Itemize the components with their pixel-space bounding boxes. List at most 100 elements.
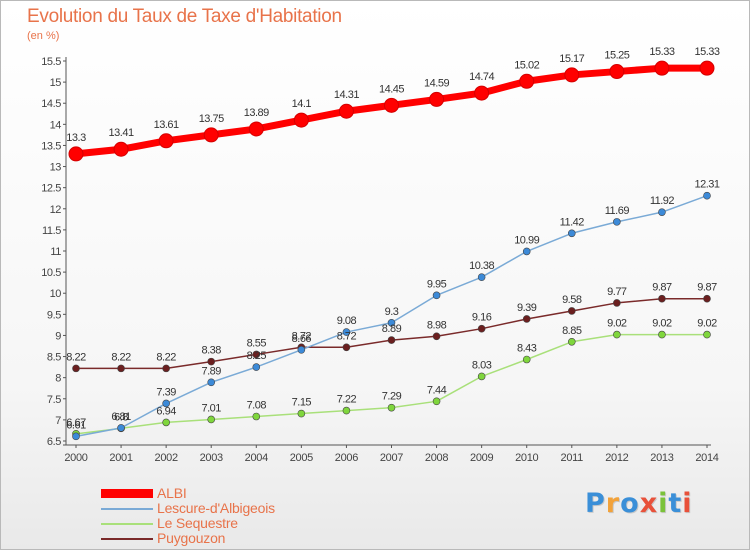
data-point-1 [567, 229, 576, 238]
data-point-0 [609, 64, 625, 80]
data-point-3 [613, 299, 621, 307]
series-line-2 [75, 333, 708, 435]
y-tick-label: 7 [55, 415, 61, 427]
data-label: 9.08 [337, 315, 357, 327]
data-label: 8.72 [337, 330, 357, 342]
y-tick-label: 10 [50, 288, 62, 300]
data-label: 7.29 [382, 391, 402, 403]
y-axis-unit-label: (en %) [27, 30, 60, 42]
data-point-3 [477, 324, 486, 333]
data-label: 9.58 [562, 294, 582, 306]
legend-swatch-lescure [101, 508, 153, 510]
data-label: 14.74 [469, 71, 494, 83]
data-point-1 [252, 363, 261, 371]
data-label: 13.75 [199, 113, 224, 125]
y-tick-label: 13 [50, 162, 62, 174]
data-label: 8.38 [202, 345, 222, 357]
data-point-3 [432, 332, 441, 341]
legend-swatch-puygouzon [101, 538, 153, 540]
data-point-3 [387, 336, 396, 344]
data-point-2 [522, 355, 531, 364]
data-label: 8.25 [247, 350, 267, 362]
data-label: 9.87 [652, 282, 672, 294]
data-label: 7.08 [247, 400, 267, 412]
y-tick-label: 10.5 [41, 267, 61, 279]
data-label: 9.95 [427, 278, 447, 290]
data-label: 6.94 [156, 405, 176, 417]
x-tick-label: 2010 [515, 452, 538, 464]
data-point-1 [387, 318, 396, 327]
data-point-3 [703, 294, 711, 303]
data-point-3 [162, 364, 170, 373]
legend-label-albi: ALBI [157, 485, 187, 501]
data-label: 7.01 [202, 402, 222, 414]
data-label: 7.15 [292, 397, 312, 409]
data-point-1 [613, 218, 621, 226]
data-point-0 [338, 103, 354, 119]
data-point-2 [658, 330, 666, 339]
data-label: 7.39 [156, 386, 176, 398]
data-point-0 [564, 67, 580, 83]
y-tick-label: 12 [50, 204, 62, 216]
data-label: 11.92 [650, 195, 675, 207]
data-point-2 [477, 372, 486, 381]
data-label: 8.22 [111, 351, 131, 363]
data-label: 9.3 [385, 306, 399, 318]
data-point-1 [522, 247, 531, 256]
data-label: 13.89 [244, 107, 269, 119]
x-tick-label: 2012 [605, 452, 628, 464]
data-label: 7.22 [337, 394, 357, 406]
data-point-3 [567, 307, 576, 315]
legend-label-lescure: Lescure-d'Albigeois [157, 500, 275, 516]
legend-label-le-sequestre: Le Sequestre [157, 515, 238, 531]
data-label: 14.1 [292, 98, 312, 110]
data-label: 7.89 [202, 365, 222, 377]
data-point-1 [117, 424, 125, 432]
data-point-0 [113, 141, 129, 157]
data-label: 9.77 [607, 286, 627, 298]
data-label: 12.31 [694, 179, 719, 191]
data-label: 8.89 [382, 323, 402, 335]
data-label: 10.38 [469, 260, 494, 272]
data-point-3 [72, 364, 80, 373]
y-tick-label: 13.5 [41, 140, 61, 152]
data-label: 9.39 [517, 302, 537, 314]
data-point-0 [158, 133, 174, 149]
data-label: 11.69 [605, 205, 630, 217]
data-label: 8.43 [517, 343, 537, 355]
data-point-1 [297, 345, 306, 354]
data-label: 15.33 [649, 46, 674, 58]
proxiti-logo: Proxiti [585, 488, 693, 519]
data-point-0 [519, 73, 535, 89]
data-label: 15.17 [559, 53, 584, 65]
data-point-2 [567, 337, 576, 346]
data-label: 13.3 [66, 132, 86, 144]
data-point-0 [474, 85, 490, 101]
data-label: 9.16 [472, 312, 492, 324]
data-point-2 [207, 415, 216, 424]
data-point-3 [342, 343, 351, 352]
x-tick-label: 2001 [109, 452, 132, 464]
y-tick-label: 9.5 [47, 309, 61, 321]
data-label: 6.8 [114, 411, 128, 423]
data-label: 6.67 [66, 417, 86, 429]
data-label: 15.25 [604, 50, 629, 62]
data-label: 8.03 [472, 359, 492, 371]
data-point-1 [207, 378, 216, 387]
x-tick-label: 2009 [470, 452, 493, 464]
data-label: 10.99 [514, 234, 539, 246]
x-tick-label: 2003 [200, 452, 223, 464]
y-tick-label: 6.5 [47, 436, 61, 448]
y-tick-label: 15.5 [41, 56, 61, 68]
legend-label-puygouzon: Puygouzon [157, 530, 226, 546]
data-point-0 [384, 97, 399, 113]
data-label: 9.02 [697, 318, 717, 330]
data-point-2 [613, 330, 621, 339]
data-point-1 [162, 399, 170, 408]
data-point-1 [342, 328, 351, 336]
data-point-2 [252, 412, 261, 421]
data-label: 15.33 [694, 46, 719, 58]
legend-swatch-albi [101, 489, 153, 498]
